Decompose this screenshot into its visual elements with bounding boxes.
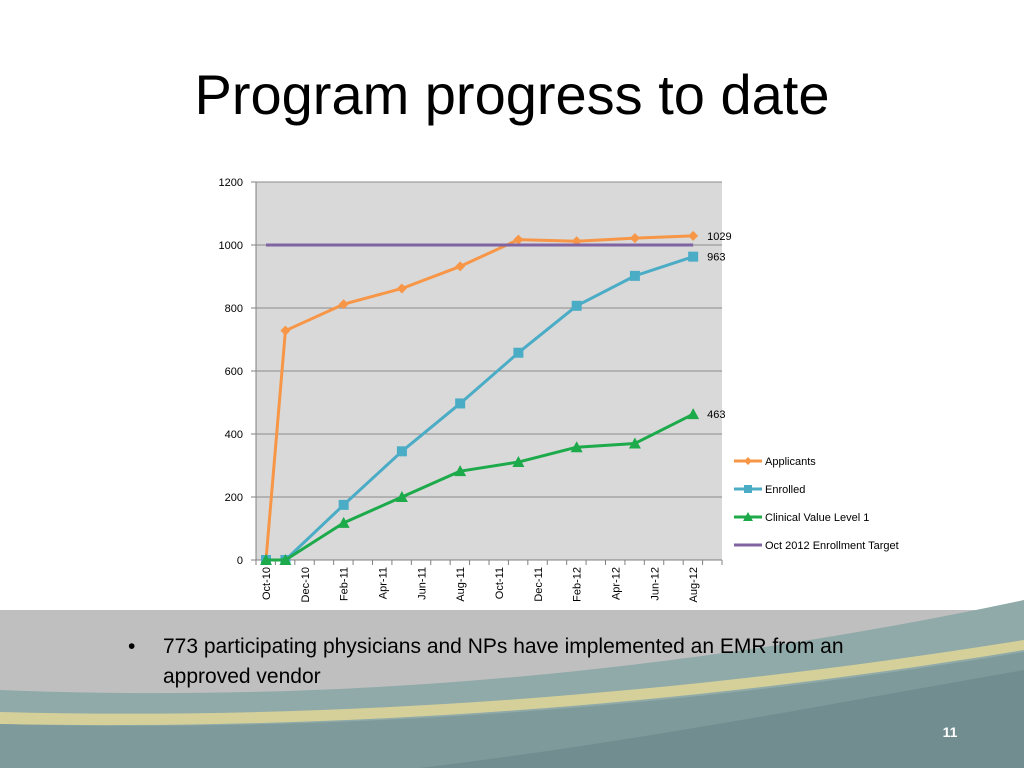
slide-title: Program progress to date	[194, 63, 830, 126]
legend-marker	[744, 457, 752, 465]
data-label: 963	[707, 252, 725, 264]
y-tick-label: 1200	[219, 177, 243, 189]
x-tick-label: Feb-11	[339, 567, 351, 601]
data-point	[629, 270, 640, 281]
x-tick-label: Apr-11	[378, 567, 390, 599]
data-point	[396, 283, 407, 294]
data-label: 1029	[707, 231, 731, 243]
data-point	[513, 347, 524, 358]
y-tick-label: 0	[237, 555, 243, 567]
x-tick-label: Dec-11	[533, 567, 545, 602]
y-tick-label: 1000	[219, 240, 243, 252]
x-tick-label: Apr-12	[611, 567, 623, 600]
legend-label: Enrolled	[765, 484, 805, 496]
data-point	[396, 446, 407, 457]
data-point	[571, 300, 582, 311]
x-tick-label: Feb-12	[572, 567, 584, 602]
y-tick-label: 600	[225, 366, 243, 378]
data-point	[512, 456, 525, 468]
data-point	[687, 408, 700, 420]
x-tick-label: Oct-10	[261, 567, 273, 600]
y-tick-label: 400	[225, 429, 243, 441]
data-point	[688, 251, 699, 262]
x-tick-label: Oct-11	[494, 567, 506, 599]
data-point	[338, 299, 349, 310]
data-point	[455, 398, 466, 409]
y-tick-label: 200	[225, 492, 243, 504]
y-tick-label: 800	[225, 303, 243, 315]
legend-label: Clinical Value Level 1	[765, 512, 869, 524]
data-point	[279, 554, 292, 565]
data-point	[337, 516, 350, 528]
legend-label: Applicants	[765, 456, 816, 468]
x-tick-label: Aug-11	[455, 567, 467, 602]
data-point	[338, 499, 349, 510]
data-point	[280, 325, 291, 336]
legend-label: Oct 2012 Enrollment Target	[765, 540, 899, 552]
x-tick-label: Jun-11	[416, 567, 428, 600]
data-point	[395, 491, 408, 502]
page-number: 11	[942, 724, 958, 740]
data-point	[570, 441, 583, 453]
legend-marker	[744, 485, 752, 493]
data-label: 463	[707, 409, 725, 421]
bullet-text: 773 participating physicians and NPs hav…	[163, 635, 844, 688]
data-point	[628, 437, 641, 449]
data-point	[688, 230, 699, 241]
data-point	[629, 233, 640, 244]
data-point	[455, 261, 466, 272]
data-point	[260, 554, 272, 565]
data-point	[454, 465, 467, 477]
data-point	[513, 234, 524, 245]
x-tick-label: Aug-12	[688, 567, 700, 602]
bullet-marker: •	[128, 635, 136, 658]
x-tick-label: Dec-10	[300, 567, 312, 602]
legend-marker	[743, 512, 753, 521]
x-tick-label: Jun-12	[649, 567, 661, 601]
